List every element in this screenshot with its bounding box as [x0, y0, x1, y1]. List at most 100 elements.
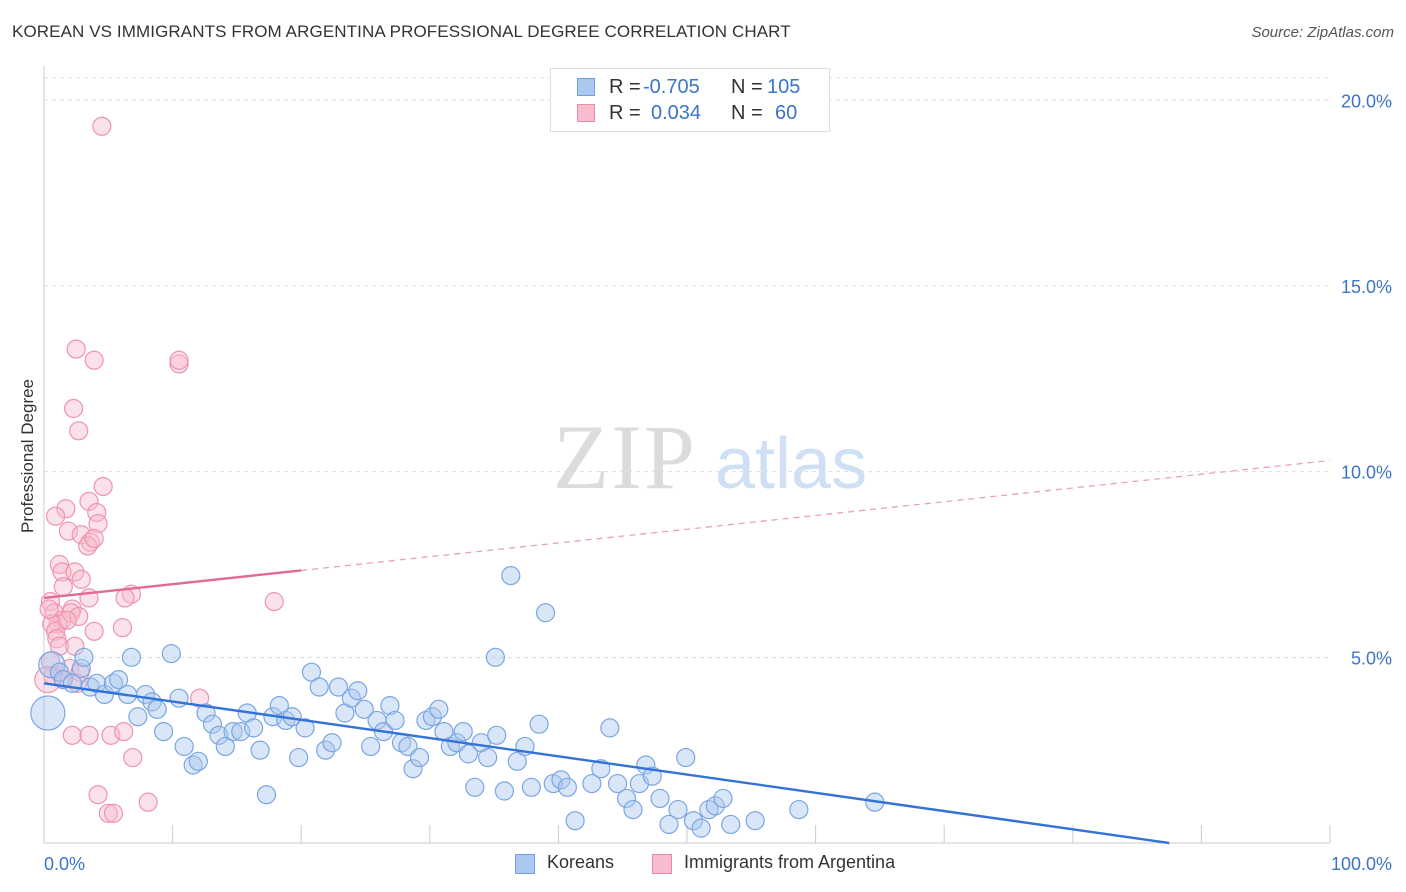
y-tick-label: 5.0%	[1351, 648, 1392, 668]
point-koreans	[485, 647, 505, 667]
point-argentina	[78, 536, 98, 556]
point-koreans	[789, 799, 809, 820]
chart-title: KOREAN VS IMMIGRANTS FROM ARGENTINA PROF…	[12, 22, 791, 41]
point-koreans	[385, 710, 405, 731]
point-koreans	[565, 811, 585, 831]
point-argentina	[84, 350, 104, 370]
point-koreans	[361, 736, 381, 757]
point-argentina	[71, 569, 91, 589]
point-koreans	[409, 747, 430, 768]
point-koreans	[676, 747, 696, 768]
point-koreans	[183, 755, 203, 775]
point-koreans	[691, 818, 711, 838]
point-koreans	[121, 647, 142, 667]
point-koreans	[668, 799, 688, 820]
point-koreans	[196, 703, 216, 723]
legend-r-value: 0.034	[651, 102, 702, 124]
point-koreans	[161, 644, 181, 664]
legend-r-value: -0.705	[643, 76, 700, 98]
legend-n-value: 105	[767, 76, 801, 98]
legend-swatch-argentina	[577, 104, 595, 122]
point-argentina	[84, 621, 104, 641]
point-koreans	[403, 759, 423, 779]
point-koreans	[147, 699, 167, 719]
source-label: Source: ZipAtlas.com	[1251, 24, 1394, 41]
bottom-legend-swatch-koreans	[515, 854, 535, 874]
point-koreans	[557, 777, 578, 797]
point-argentina	[53, 577, 73, 597]
point-koreans	[153, 721, 174, 742]
legend-r-label: R =	[609, 76, 641, 98]
point-koreans	[301, 662, 322, 682]
point-koreans	[616, 788, 637, 809]
point-koreans	[74, 647, 94, 667]
point-koreans	[174, 736, 194, 757]
point-koreans	[507, 751, 527, 771]
axes	[43, 66, 1331, 844]
point-koreans	[289, 747, 309, 768]
point-argentina	[58, 521, 79, 541]
legend-swatch-koreans	[577, 78, 595, 96]
point-koreans	[30, 695, 66, 731]
point-koreans	[591, 759, 611, 779]
point-koreans	[521, 777, 541, 797]
y-tick-label: 10.0%	[1341, 463, 1392, 483]
point-argentina	[79, 725, 99, 745]
point-koreans	[429, 699, 449, 719]
point-koreans	[494, 781, 514, 801]
point-koreans	[202, 714, 223, 734]
point-argentina	[264, 592, 284, 612]
point-argentina	[66, 339, 86, 359]
point-argentina	[101, 725, 121, 745]
point-argentina	[49, 554, 70, 575]
point-argentina	[69, 421, 89, 441]
point-koreans	[607, 773, 628, 794]
point-koreans	[244, 718, 264, 738]
point-koreans	[71, 658, 91, 679]
legend-n-label: N =	[731, 76, 763, 98]
point-koreans	[600, 718, 620, 738]
legend-n-value: 60	[775, 102, 798, 124]
point-argentina	[93, 476, 113, 497]
point-argentina	[65, 562, 85, 582]
point-argentina	[47, 629, 67, 649]
point-koreans	[458, 744, 478, 764]
point-koreans	[295, 718, 315, 738]
point-koreans	[354, 699, 374, 719]
point-argentina	[103, 803, 124, 823]
point-koreans	[231, 721, 251, 742]
gridlines	[44, 77, 1330, 658]
correlation-legend: R = -0.705 N = 105 R = 0.034 N = 60	[550, 68, 830, 132]
point-koreans	[209, 725, 229, 745]
point-argentina	[62, 725, 82, 745]
point-koreans	[87, 673, 107, 693]
point-koreans	[422, 707, 442, 727]
point-koreans	[188, 751, 208, 771]
y-tick-label: 15.0%	[1341, 277, 1392, 297]
point-koreans	[128, 707, 148, 727]
point-koreans	[582, 773, 602, 794]
trend-lines	[43, 459, 1331, 845]
point-koreans	[705, 796, 725, 816]
point-koreans	[551, 770, 571, 790]
point-koreans	[683, 811, 704, 831]
point-argentina	[56, 499, 76, 519]
point-koreans	[309, 677, 329, 697]
point-koreans	[650, 788, 670, 809]
point-argentina	[114, 721, 134, 742]
y-tick-labels: 5.0% 10.0% 15.0% 20.0%	[1341, 91, 1392, 668]
watermark: ZIP atlas	[553, 406, 867, 508]
point-koreans	[322, 733, 342, 753]
point-argentina	[45, 506, 66, 526]
point-argentina	[92, 116, 112, 136]
point-koreans	[487, 725, 507, 745]
point-koreans	[380, 695, 400, 716]
point-argentina	[79, 491, 99, 511]
point-koreans	[721, 814, 741, 835]
point-koreans	[642, 766, 662, 786]
point-argentina	[49, 636, 70, 656]
point-argentina	[98, 803, 118, 823]
bottom-legend-label-argentina: Immigrants from Argentina	[684, 852, 896, 872]
point-argentina	[39, 599, 59, 619]
